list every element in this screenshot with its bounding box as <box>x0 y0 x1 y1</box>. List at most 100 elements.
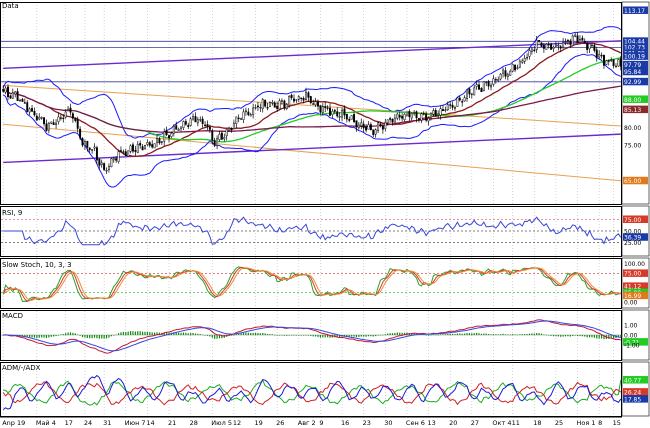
candle <box>40 117 43 119</box>
candle <box>401 115 404 119</box>
value-tick-label: -1.00 <box>624 342 640 349</box>
candle <box>466 89 468 99</box>
macd-histogram-bar <box>483 333 485 335</box>
candle <box>454 107 456 109</box>
candle <box>461 101 464 103</box>
candle <box>168 135 170 139</box>
candle <box>569 40 572 45</box>
moving-average-short <box>2 42 622 158</box>
macd-histogram-bar <box>72 332 74 335</box>
candle <box>83 141 86 146</box>
macd-histogram-bar <box>158 332 161 335</box>
macd-histogram-bar <box>463 333 466 335</box>
candle <box>417 118 420 120</box>
value-label-badge <box>623 105 648 114</box>
candle <box>74 117 77 121</box>
rsi-panel-value-axis <box>621 205 650 257</box>
candle <box>23 102 26 104</box>
macd-histogram-bar <box>617 335 619 338</box>
candle <box>297 96 300 100</box>
macd-histogram-bar <box>163 332 165 335</box>
value-tick-label: 100.19 <box>624 54 645 61</box>
candle <box>504 70 507 77</box>
macd-histogram-bar <box>512 334 514 335</box>
macd-histogram-bar <box>555 335 557 337</box>
macd-histogram-bar <box>348 335 350 337</box>
time-tick-label: 28 <box>190 419 198 427</box>
candle <box>252 107 255 115</box>
candle <box>295 99 298 101</box>
candle <box>516 67 519 69</box>
macd-histogram-bar <box>149 331 151 335</box>
macd-histogram-bar <box>216 335 218 339</box>
candle <box>343 108 346 116</box>
candle <box>518 60 521 68</box>
candle <box>47 122 50 131</box>
macd-histogram-bar <box>447 333 449 335</box>
candle <box>136 143 139 153</box>
macd-histogram-bar <box>288 335 290 336</box>
macd-histogram-bar <box>543 334 545 336</box>
macd-histogram-bar <box>430 334 432 336</box>
candle <box>115 158 118 161</box>
macd-histogram-bar <box>262 332 264 335</box>
macd-histogram-bar <box>57 335 60 336</box>
macd-panel-title: MACD <box>2 312 23 320</box>
candle <box>52 122 55 125</box>
candle <box>369 124 372 131</box>
candle <box>441 109 444 111</box>
value-tick-label: 0.00 <box>624 332 638 339</box>
macd-histogram-bar <box>137 331 139 335</box>
value-tick-label: 113.17 <box>624 8 645 15</box>
macd-histogram-bar <box>387 333 389 335</box>
macd-histogram-bar <box>372 335 374 337</box>
candle <box>547 43 550 46</box>
candle <box>122 151 125 153</box>
candle <box>492 78 495 85</box>
time-tick-label: Июн 7 <box>125 419 146 427</box>
macd-histogram-bar <box>230 335 233 336</box>
candle <box>523 58 526 62</box>
time-tick-label: 21 <box>168 419 176 427</box>
macd-histogram-bar <box>178 332 180 335</box>
candle <box>271 101 274 104</box>
macd-histogram-bar <box>127 331 129 335</box>
macd-histogram-bar <box>536 333 538 335</box>
macd-histogram-bar <box>129 331 132 335</box>
macd-histogram-bar <box>516 334 519 336</box>
macd-histogram-bar <box>524 334 526 335</box>
candle <box>542 45 545 49</box>
moving-average-mid <box>75 57 621 143</box>
value-label-badge <box>623 37 648 45</box>
candle <box>326 107 329 109</box>
macd-histogram-bar <box>432 334 434 336</box>
macd-histogram-bar <box>89 335 91 339</box>
candle <box>393 117 396 123</box>
candle <box>360 122 363 127</box>
candle <box>283 100 286 109</box>
candle <box>317 101 319 107</box>
macd-histogram-bar <box>610 335 612 339</box>
macd-histogram-bar <box>221 335 223 339</box>
macd-histogram-bar <box>444 334 446 335</box>
macd-histogram-bar <box>396 332 398 335</box>
macd-histogram-bar <box>379 334 382 336</box>
macd-histogram-bar <box>74 333 76 335</box>
macd-histogram-bar <box>485 333 487 335</box>
macd-histogram-bar <box>389 333 391 335</box>
candle <box>14 91 17 95</box>
macd-histogram-bar <box>319 335 322 338</box>
candle <box>564 41 567 43</box>
candle <box>331 111 334 115</box>
macd-histogram-bar <box>202 334 204 336</box>
candle <box>69 107 72 113</box>
candle <box>100 162 103 165</box>
candle <box>192 116 195 120</box>
macd-histogram-bar <box>103 335 105 339</box>
candle <box>19 99 21 102</box>
macd-histogram-bar <box>564 335 567 337</box>
candle <box>194 116 197 123</box>
candle <box>288 95 291 106</box>
candle <box>278 100 281 110</box>
candle <box>470 93 473 95</box>
